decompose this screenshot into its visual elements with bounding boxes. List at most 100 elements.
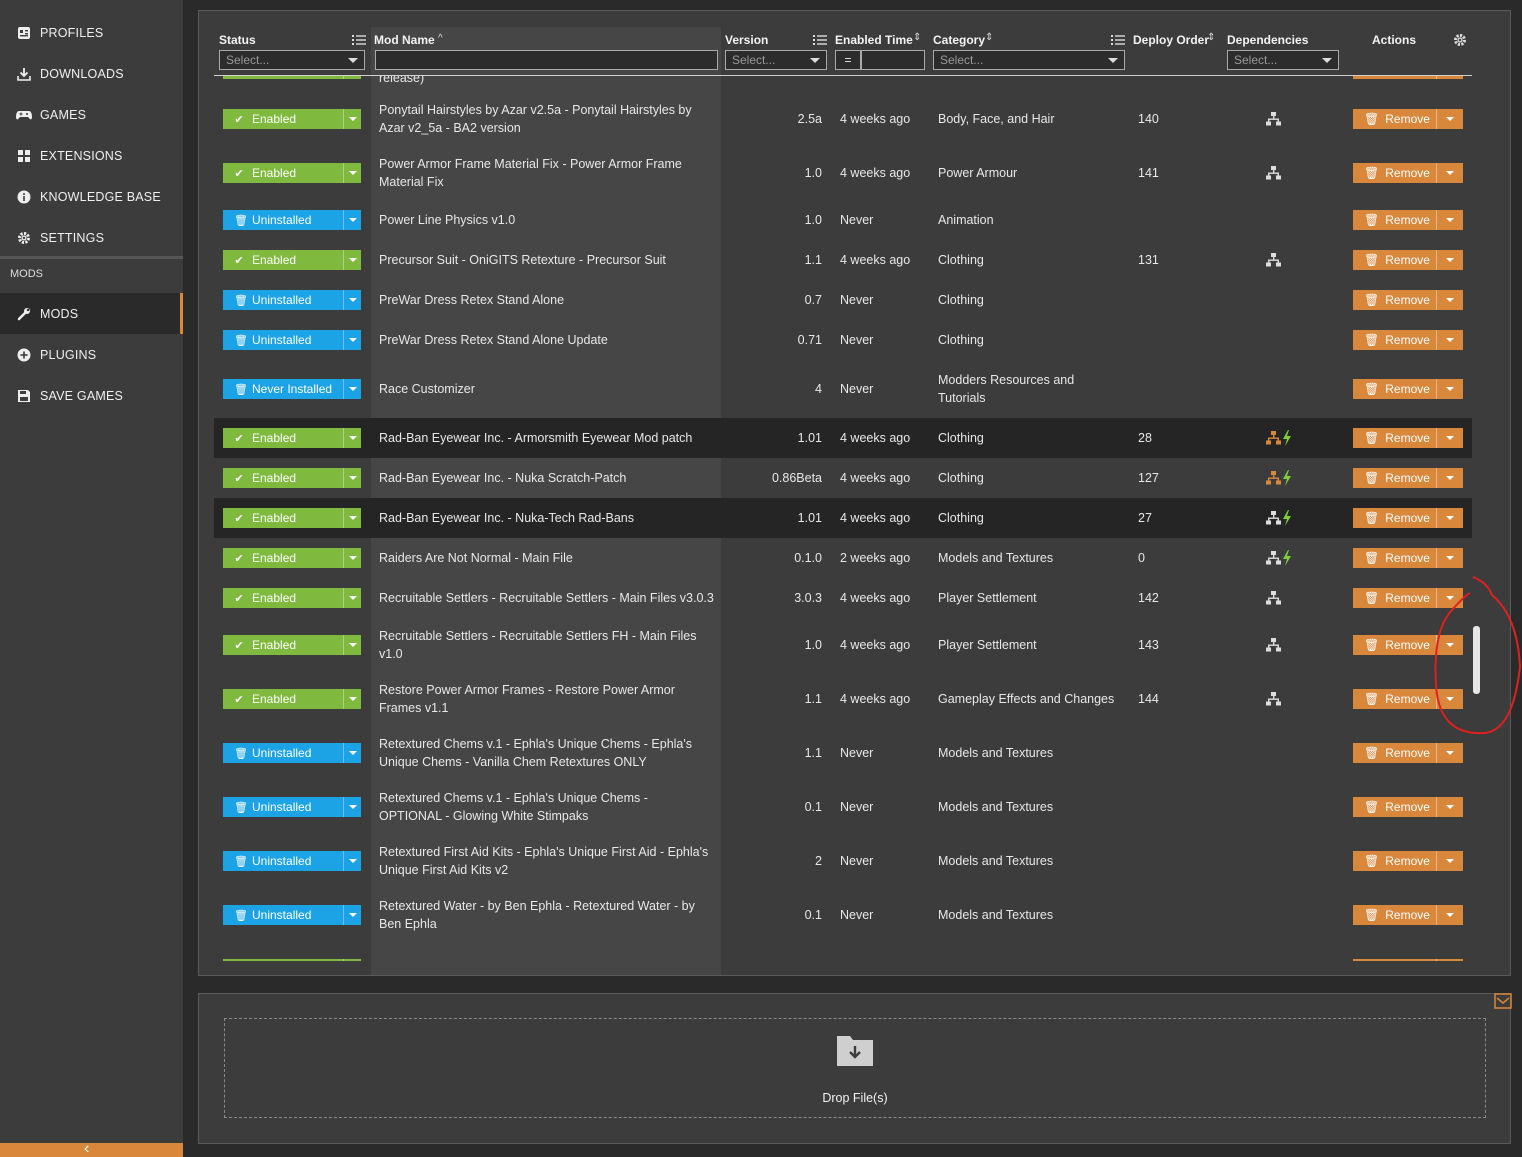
dependency-icon[interactable] bbox=[1266, 691, 1300, 707]
header-version[interactable]: Version bbox=[725, 33, 769, 47]
status-dropdown-button[interactable] bbox=[343, 250, 361, 270]
actions-dropdown-button[interactable] bbox=[1436, 428, 1463, 448]
notification-icon[interactable] bbox=[1494, 993, 1512, 1009]
status-dropdown-button[interactable] bbox=[343, 428, 361, 448]
status-filter[interactable]: Select... bbox=[219, 50, 365, 70]
dependency-icon[interactable] bbox=[1266, 430, 1300, 446]
actions-dropdown-button[interactable] bbox=[1436, 163, 1463, 183]
status-toggle[interactable]: 🗑 Uninstalled bbox=[223, 290, 361, 310]
status-dropdown-button[interactable] bbox=[343, 75, 361, 79]
table-row[interactable]: 🗑 Never Installed Race Customizer 4 Never Mod… bbox=[214, 360, 1472, 418]
list-filter-icon[interactable] bbox=[352, 34, 366, 46]
sidebar-item-save-games[interactable]: SAVE GAMES bbox=[0, 375, 183, 416]
actions-dropdown-button[interactable] bbox=[1436, 797, 1463, 817]
list-filter-icon[interactable] bbox=[813, 34, 827, 46]
remove-button[interactable]: 🗑Remove bbox=[1353, 588, 1463, 608]
status-toggle[interactable]: 🗑 Never Installed bbox=[223, 379, 361, 399]
remove-button[interactable]: 🗑Remove bbox=[1353, 635, 1463, 655]
actions-dropdown-button[interactable] bbox=[1436, 468, 1463, 488]
sidebar-item-mods[interactable]: MODS bbox=[0, 293, 183, 334]
actions-dropdown-button[interactable] bbox=[1436, 508, 1463, 528]
remove-button[interactable]: 🗑Remove bbox=[1353, 959, 1463, 961]
status-dropdown-button[interactable] bbox=[343, 290, 361, 310]
time-operator-select[interactable]: = bbox=[835, 50, 861, 70]
actions-dropdown-button[interactable] bbox=[1436, 959, 1463, 961]
status-toggle[interactable]: ✔ Enabled bbox=[223, 468, 361, 488]
table-row[interactable]: 🗑 Uninstalled Power Line Physics v1.0 1.0 Ne… bbox=[214, 200, 1472, 240]
sidebar-item-downloads[interactable]: DOWNLOADS bbox=[0, 53, 183, 94]
table-row[interactable]: ✔ Enabled Rad-Ban Eyewear Inc. - Nuka-Tech… bbox=[214, 498, 1472, 538]
status-toggle[interactable]: ✔ Enabled bbox=[223, 109, 361, 129]
dependencies-filter[interactable]: Select... bbox=[1227, 50, 1339, 70]
status-dropdown-button[interactable] bbox=[343, 468, 361, 488]
status-dropdown-button[interactable] bbox=[343, 851, 361, 871]
actions-dropdown-button[interactable] bbox=[1436, 548, 1463, 568]
actions-dropdown-button[interactable] bbox=[1436, 330, 1463, 350]
status-dropdown-button[interactable] bbox=[343, 635, 361, 655]
dependency-icon[interactable] bbox=[1266, 470, 1300, 486]
status-dropdown-button[interactable] bbox=[343, 379, 361, 399]
status-toggle[interactable]: 🗑 Uninstalled bbox=[223, 797, 361, 817]
remove-button[interactable]: 🗑Remove bbox=[1353, 210, 1463, 230]
header-mod-name[interactable]: Mod Name bbox=[374, 33, 435, 47]
drop-zone[interactable]: Drop File(s) bbox=[224, 1018, 1486, 1118]
status-dropdown-button[interactable] bbox=[343, 548, 361, 568]
table-row[interactable]: ✔ Enabled Ponytail Hairstyles by Azar v2.5… bbox=[214, 92, 1472, 146]
dependency-icon[interactable] bbox=[1266, 550, 1300, 566]
list-filter-icon[interactable] bbox=[1111, 34, 1125, 46]
remove-button[interactable]: 🗑Remove bbox=[1353, 689, 1463, 709]
table-row[interactable]: ✔ Enabled Precursor Suit - OniGITS Retextu… bbox=[214, 240, 1472, 280]
status-dropdown-button[interactable] bbox=[343, 689, 361, 709]
dependency-icon[interactable] bbox=[1266, 165, 1300, 181]
table-row[interactable]: ✔ Enabled Raiders Are Not Normal - Main Fi… bbox=[214, 538, 1472, 578]
remove-button[interactable]: 🗑Remove bbox=[1353, 548, 1463, 568]
header-status[interactable]: Status bbox=[219, 33, 256, 47]
actions-dropdown-button[interactable] bbox=[1436, 588, 1463, 608]
table-row[interactable]: 🗑 Uninstalled Retextured Water - by Ben Ep… bbox=[214, 888, 1472, 942]
header-deploy-order[interactable]: Deploy Order bbox=[1133, 33, 1210, 47]
actions-dropdown-button[interactable] bbox=[1436, 75, 1463, 79]
remove-button[interactable]: 🗑Remove bbox=[1353, 290, 1463, 310]
table-row[interactable]: ✔ Enabled Restore Power Armor Frames - Res… bbox=[214, 672, 1472, 726]
remove-button[interactable]: 🗑Remove bbox=[1353, 468, 1463, 488]
sidebar-item-games[interactable]: GAMES bbox=[0, 94, 183, 135]
sidebar-item-plugins[interactable]: PLUGINS bbox=[0, 334, 183, 375]
remove-button[interactable]: 🗑Remove bbox=[1353, 163, 1463, 183]
remove-button[interactable]: 🗑Remove bbox=[1353, 250, 1463, 270]
remove-button[interactable]: 🗑Remove bbox=[1353, 109, 1463, 129]
header-enabled-time[interactable]: Enabled Time bbox=[835, 33, 913, 47]
remove-button[interactable]: 🗑Remove bbox=[1353, 330, 1463, 350]
actions-dropdown-button[interactable] bbox=[1436, 210, 1463, 230]
remove-button[interactable]: 🗑Remove bbox=[1353, 508, 1463, 528]
status-toggle[interactable]: ✔ Enabled bbox=[223, 250, 361, 270]
table-row[interactable]: 🗑 Uninstalled Retextured First Aid Kits - … bbox=[214, 834, 1472, 888]
status-toggle[interactable]: 🗑 Uninstalled bbox=[223, 851, 361, 871]
status-toggle[interactable]: ✔ Enabled bbox=[223, 428, 361, 448]
status-toggle[interactable]: 🗑 Uninstalled bbox=[223, 743, 361, 763]
status-toggle[interactable]: ✔ Enabled bbox=[223, 508, 361, 528]
sidebar-item-extensions[interactable]: EXTENSIONS bbox=[0, 135, 183, 176]
mod-name-filter[interactable] bbox=[375, 50, 718, 70]
dependency-icon[interactable] bbox=[1266, 590, 1300, 606]
remove-button[interactable]: 🗑Remove bbox=[1353, 743, 1463, 763]
status-dropdown-button[interactable] bbox=[343, 508, 361, 528]
dependency-icon[interactable] bbox=[1266, 252, 1300, 268]
status-toggle[interactable]: 🗑 Uninstalled bbox=[223, 210, 361, 230]
status-dropdown-button[interactable] bbox=[343, 797, 361, 817]
gear-icon[interactable] bbox=[1453, 33, 1467, 47]
actions-dropdown-button[interactable] bbox=[1436, 689, 1463, 709]
status-toggle[interactable]: ✔ Enabled bbox=[223, 163, 361, 183]
version-filter[interactable]: Select... bbox=[725, 50, 827, 70]
actions-dropdown-button[interactable] bbox=[1436, 905, 1463, 925]
remove-button[interactable]: 🗑Remove bbox=[1353, 851, 1463, 871]
actions-dropdown-button[interactable] bbox=[1436, 290, 1463, 310]
status-dropdown-button[interactable] bbox=[343, 743, 361, 763]
scrollbar-thumb[interactable] bbox=[1473, 626, 1480, 694]
status-dropdown-button[interactable] bbox=[343, 588, 361, 608]
status-toggle[interactable]: 🗑 Uninstalled bbox=[223, 905, 361, 925]
remove-button[interactable]: 🗑Remove bbox=[1353, 428, 1463, 448]
table-row[interactable]: ✔ Enabled Rad-Ban Eyewear Inc. - Armorsmit… bbox=[214, 418, 1472, 458]
header-dependencies[interactable]: Dependencies bbox=[1227, 33, 1309, 47]
status-dropdown-button[interactable] bbox=[343, 959, 361, 961]
status-toggle[interactable]: ✔ Enabled bbox=[223, 689, 361, 709]
